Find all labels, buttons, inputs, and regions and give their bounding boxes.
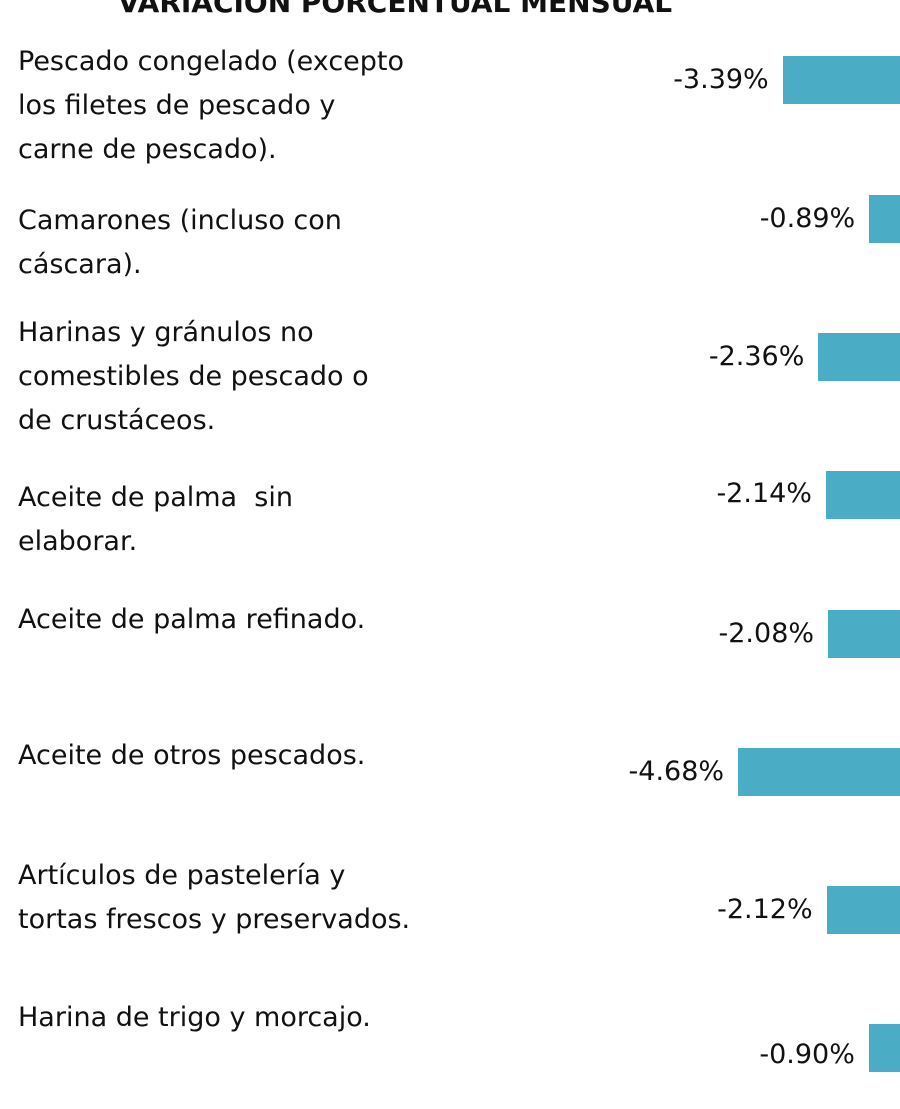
category-label: Harinas y gránulos no (18, 317, 314, 348)
value-label: -2.08% (718, 618, 815, 649)
category-label: carne de pescado). (18, 134, 277, 165)
value-label: -3.39% (673, 64, 769, 95)
category-label: Pescado congelado (excepto (18, 46, 405, 77)
category-label: Aceite de palma sin (18, 482, 293, 513)
bar (782, 56, 900, 104)
category-label: de crustáceos. (18, 405, 216, 436)
value-label: -2.14% (716, 478, 812, 509)
value-label: -0.90% (759, 1039, 855, 1070)
value-label: -0.89% (759, 203, 856, 234)
value-label: -2.12% (717, 894, 813, 925)
category-label: tortas frescos y preservados. (18, 904, 411, 935)
value-label: -4.68% (628, 756, 725, 787)
category-label: cáscara). (18, 249, 142, 280)
category-label: los filetes de pescado y (18, 90, 336, 121)
category-label: Camarones (incluso con (18, 205, 342, 236)
bar (738, 748, 900, 796)
bar (868, 1024, 900, 1072)
category-label: Aceite de palma refinado. (18, 604, 366, 635)
bar (828, 610, 900, 658)
chart-title: VARIACIÓN PORCENTUAL MENSUAL (117, 0, 673, 19)
bar (825, 471, 900, 519)
category-label: Harina de trigo y morcajo. (18, 1002, 371, 1033)
category-label: Artículos de pastelería y (18, 860, 346, 891)
bar (826, 886, 900, 934)
category-label: Aceite de otros pescados. (18, 740, 366, 771)
bar (818, 333, 900, 381)
bar (869, 195, 900, 243)
category-label: comestibles de pescado o (18, 361, 369, 392)
value-label: -2.36% (708, 341, 805, 372)
category-label: elaborar. (18, 526, 138, 557)
